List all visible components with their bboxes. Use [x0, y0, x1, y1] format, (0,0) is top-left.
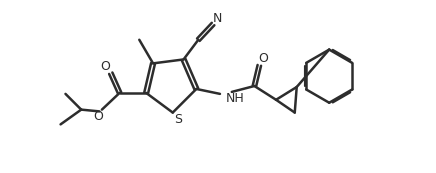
- Text: O: O: [258, 52, 268, 65]
- Text: S: S: [174, 113, 182, 126]
- Text: N: N: [213, 12, 222, 25]
- Text: NH: NH: [225, 92, 244, 105]
- Text: O: O: [100, 60, 110, 73]
- Text: O: O: [93, 110, 103, 122]
